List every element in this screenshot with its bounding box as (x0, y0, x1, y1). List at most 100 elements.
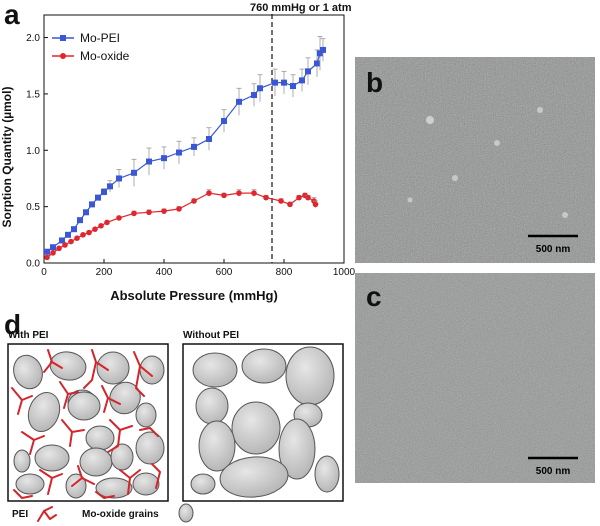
pressure-annotation: 760 mmHg or 1 atm (250, 2, 352, 14)
grain (198, 420, 236, 472)
data-point-mo-pei (290, 83, 296, 90)
data-point-mo-pei (191, 143, 197, 150)
data-point-mo-oxide (44, 254, 50, 261)
scalebar-c-label: 500 nm (536, 466, 571, 477)
data-point-mo-pei (101, 188, 107, 195)
data-point-mo-oxide (56, 245, 62, 252)
data-point-mo-pei (95, 194, 101, 201)
data-point-mo-oxide (62, 242, 68, 248)
data-point-mo-pei (50, 244, 56, 251)
data-point-mo-pei (317, 50, 323, 57)
data-point-mo-pei (131, 169, 137, 176)
grain (67, 391, 101, 421)
data-point-mo-pei (44, 248, 50, 255)
with-pei-grains (13, 351, 165, 499)
data-point-mo-pei (257, 85, 263, 92)
pei-chain (39, 469, 63, 495)
data-point-mo-oxide (131, 210, 137, 217)
pei-chain (95, 491, 115, 499)
pei-chain (43, 349, 63, 373)
data-point-mo-pei (107, 183, 113, 190)
data-point-mo-pei (281, 79, 287, 86)
legend: Mo-PEI Mo-oxide (52, 31, 130, 63)
data-point-mo-pei (236, 98, 242, 105)
grain (135, 431, 165, 465)
panel-c: c 500 nm (355, 273, 595, 483)
pei-chain (151, 463, 161, 489)
x-tick-label: 200 (96, 267, 113, 278)
data-point-mo-oxide (236, 190, 242, 196)
grain (96, 351, 130, 385)
panel-a-letter: a (4, 0, 20, 30)
grain (192, 352, 238, 388)
panel-d-letter: d (4, 309, 21, 340)
grain (278, 418, 316, 480)
pei-chain (59, 381, 79, 409)
legend-label-mo-pei: Mo-PEI (80, 31, 120, 45)
pei-chain (13, 489, 33, 499)
pei-chain (107, 419, 133, 453)
grain (15, 473, 45, 495)
data-point-mo-pei (206, 136, 212, 142)
grain (34, 444, 70, 472)
data-point-mo-pei (251, 92, 257, 99)
legend-marker-mo-pei (60, 35, 66, 41)
panel-a: a 0 200 400 600 800 1000 0.0 0.5 1.0 1.5 2.0 Absol… (0, 0, 356, 303)
grain (231, 401, 281, 455)
x-tick-label: 1000 (333, 267, 356, 278)
data-point-mo-pei (299, 77, 305, 84)
data-point-mo-oxide (305, 194, 311, 201)
data-point-mo-oxide (80, 232, 86, 238)
data-point-mo-pei (71, 226, 77, 233)
chart-marks (44, 14, 326, 263)
without-pei-grains (190, 346, 340, 498)
panel-b: b 500 nm (355, 57, 595, 263)
pei-chain (61, 419, 85, 447)
data-point-mo-oxide (68, 238, 74, 245)
pei-chain (11, 387, 33, 415)
data-point-mo-pei (116, 175, 122, 182)
data-point-mo-oxide (206, 190, 212, 196)
grain (13, 354, 43, 390)
pei-chain (101, 385, 121, 413)
pei-chain (119, 469, 141, 495)
data-point-mo-pei (89, 201, 95, 208)
data-point-mo-oxide (98, 223, 104, 229)
x-tick-label: 600 (216, 267, 233, 278)
grain (132, 472, 160, 496)
plot-frame (43, 14, 345, 264)
data-point-mo-pei (305, 68, 311, 75)
pei-chain (133, 351, 153, 397)
data-point-mo-oxide (86, 229, 92, 236)
y-tick-label: 1.0 (26, 146, 40, 157)
legend-grains-label: Mo-oxide grains (82, 509, 159, 520)
data-point-mo-oxide (176, 206, 182, 212)
schematic-legend: PEI Mo-oxide grains (12, 503, 194, 523)
y-tick-label: 1.5 (26, 89, 40, 100)
legend-pei-label: PEI (12, 509, 28, 520)
data-point-mo-oxide (287, 201, 293, 208)
x-tick-label: 0 (41, 267, 47, 278)
pei-chain (139, 427, 159, 437)
data-point-mo-pei (83, 209, 89, 216)
grain-legend-symbol (178, 503, 194, 523)
pei-chains (11, 349, 161, 499)
grain (190, 473, 216, 495)
grain (109, 381, 141, 415)
data-point-mo-oxide (263, 194, 269, 201)
grain (13, 449, 31, 473)
y-tick-label: 0.5 (26, 202, 40, 213)
series-line-mo-oxide (46, 192, 317, 258)
data-point-mo-oxide (74, 235, 80, 241)
grain (195, 387, 229, 425)
grain (314, 455, 340, 493)
data-point-mo-pei (161, 155, 167, 162)
data-point-mo-oxide (251, 190, 257, 196)
pei-legend-symbol (37, 506, 57, 522)
grain (95, 477, 133, 499)
x-axis-label: Absolute Pressure (mmHg) (110, 288, 278, 303)
data-point-mo-pei (314, 60, 320, 67)
data-point-mo-pei (221, 117, 227, 124)
grain (110, 443, 134, 471)
